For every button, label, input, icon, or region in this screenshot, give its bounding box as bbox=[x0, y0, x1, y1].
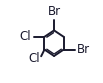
Text: Cl: Cl bbox=[28, 52, 40, 65]
Text: Cl: Cl bbox=[19, 30, 31, 43]
Text: Br: Br bbox=[77, 43, 90, 56]
Text: Br: Br bbox=[47, 5, 61, 18]
